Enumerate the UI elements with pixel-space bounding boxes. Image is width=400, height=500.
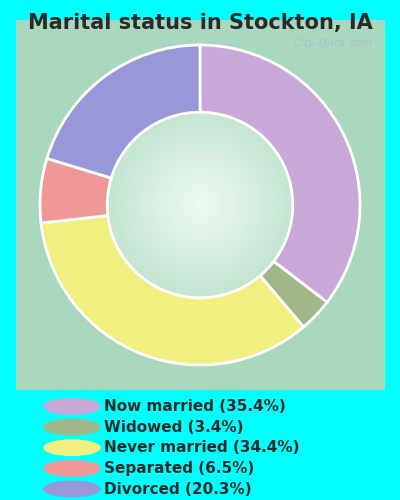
Wedge shape [47, 45, 200, 178]
Wedge shape [41, 216, 304, 365]
Text: Never married (34.4%): Never married (34.4%) [104, 440, 300, 455]
Wedge shape [260, 262, 327, 327]
Circle shape [44, 440, 100, 456]
Circle shape [44, 460, 100, 476]
Wedge shape [200, 45, 360, 302]
Text: Divorced (20.3%): Divorced (20.3%) [104, 482, 252, 496]
Wedge shape [40, 158, 111, 223]
Circle shape [44, 399, 100, 414]
Text: Now married (35.4%): Now married (35.4%) [104, 399, 286, 414]
Text: Marital status in Stockton, IA: Marital status in Stockton, IA [28, 13, 372, 33]
Text: Widowed (3.4%): Widowed (3.4%) [104, 420, 244, 434]
Circle shape [44, 420, 100, 435]
Text: Separated (6.5%): Separated (6.5%) [104, 461, 254, 476]
Circle shape [44, 482, 100, 496]
Text: City-Data.com: City-Data.com [294, 38, 373, 48]
